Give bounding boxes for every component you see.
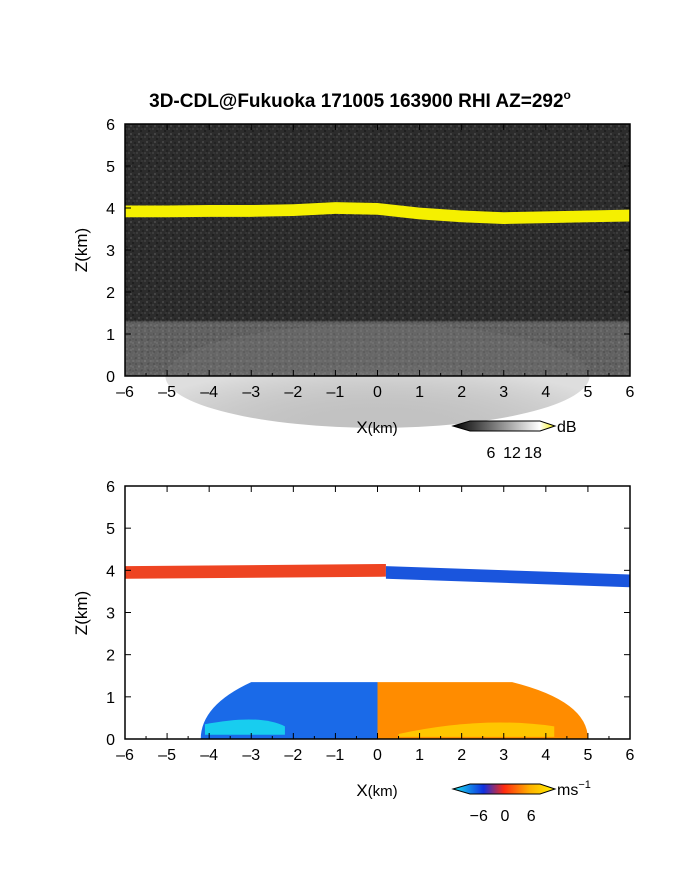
x-tick-label: 6	[626, 384, 635, 401]
x-tick-label: 0	[373, 747, 382, 764]
colorbar-velocity: ms−1 −6 0 6	[451, 779, 591, 825]
x-axis-unit: (km)	[368, 783, 398, 800]
x-tick-label: 2	[457, 384, 466, 401]
y-tick-label: 1	[106, 690, 115, 707]
plot-frame	[124, 485, 631, 740]
y-tick-label: 6	[106, 117, 115, 134]
x-axis-label: X(km)	[356, 418, 397, 437]
x-axis-unit: (km)	[368, 420, 398, 437]
x-tick-label: –3	[242, 747, 260, 764]
y-tick-label: 5	[106, 521, 115, 538]
cloud-layer-negative	[385, 566, 630, 588]
x-tick-label: –5	[158, 747, 176, 764]
x-tick-label: 3	[499, 747, 508, 764]
colorbar-reflectivity: dB 6 12 18	[451, 419, 577, 462]
y-tick-label: 5	[106, 159, 115, 176]
colorbar-tick-label: 18	[524, 445, 542, 462]
boundary-layer-strong-negative	[204, 719, 285, 735]
x-tick-label: 2	[457, 747, 466, 764]
y-tick-label: 3	[106, 606, 115, 623]
colorbar-tick-label: −6	[470, 808, 488, 825]
y-axis-label: Z(km)	[72, 591, 91, 635]
x-tick-label: 6	[626, 747, 635, 764]
doppler-velocity-panel: –6 –5 –4 –3 –2 –1 0 1 2 3 4 5 6 0 1 2 3 4 5 6	[106, 479, 634, 764]
y-tick-label: 2	[106, 285, 115, 302]
x-tick-label: –4	[200, 384, 218, 401]
y-tick-label: 4	[106, 201, 115, 218]
x-tick-label: –1	[327, 747, 345, 764]
y-tick-label: 0	[106, 732, 115, 749]
cloud-layer-positive	[125, 564, 386, 579]
colorbar-bar	[451, 420, 557, 432]
y-axis-label: Z(km)	[72, 228, 91, 272]
plot-frame	[124, 123, 631, 377]
colorbar-tick-label: 6	[487, 445, 496, 462]
x-tick-label: –1	[327, 384, 345, 401]
reflectivity-panel: –6 –5 –4 –3 –2 –1 0 1 2 3 4 5 6 0 1 2 3 4 5 6	[106, 117, 635, 428]
y-tick-label: 6	[106, 479, 115, 496]
y-tick-label: 1	[106, 327, 115, 344]
colorbar-tick-label: 0	[501, 808, 510, 825]
x-tick-label: –4	[200, 747, 218, 764]
x-tick-label: 5	[583, 384, 592, 401]
colorbar-unit: dB	[557, 419, 577, 436]
colorbar-unit: ms−1	[557, 779, 591, 799]
colorbar-tick-label: 6	[527, 808, 536, 825]
y-tick-label: 4	[106, 563, 115, 580]
x-tick-label: –2	[284, 747, 302, 764]
y-tick-label: 0	[106, 369, 115, 386]
chart-title: 3D-CDL@Fukuoka 171005 163900 RHI AZ=292o	[149, 88, 571, 112]
x-tick-label: –6	[116, 747, 134, 764]
colorbar-bar	[451, 783, 557, 795]
title-degree: o	[564, 88, 571, 102]
x-tick-label: –2	[284, 384, 302, 401]
x-tick-label: 3	[499, 384, 508, 401]
y-tick-label: 3	[106, 243, 115, 260]
y-tick-label: 2	[106, 648, 115, 665]
x-tick-label: –3	[242, 384, 260, 401]
colorbar-unit-exponent: −1	[578, 779, 591, 791]
x-tick-label: 4	[541, 747, 550, 764]
x-tick-label: –6	[116, 384, 134, 401]
x-tick-label: 4	[541, 384, 550, 401]
colorbar-tick-label: 12	[503, 445, 521, 462]
x-tick-label: 1	[415, 384, 424, 401]
x-tick-label: –5	[158, 384, 176, 401]
x-tick-label: 0	[373, 384, 382, 401]
x-axis-label: X(km)	[356, 781, 397, 800]
x-tick-label: 5	[583, 747, 592, 764]
cloud-layer	[125, 202, 630, 224]
x-tick-label: 1	[415, 747, 424, 764]
boundary-layer-strong-positive	[398, 722, 555, 737]
